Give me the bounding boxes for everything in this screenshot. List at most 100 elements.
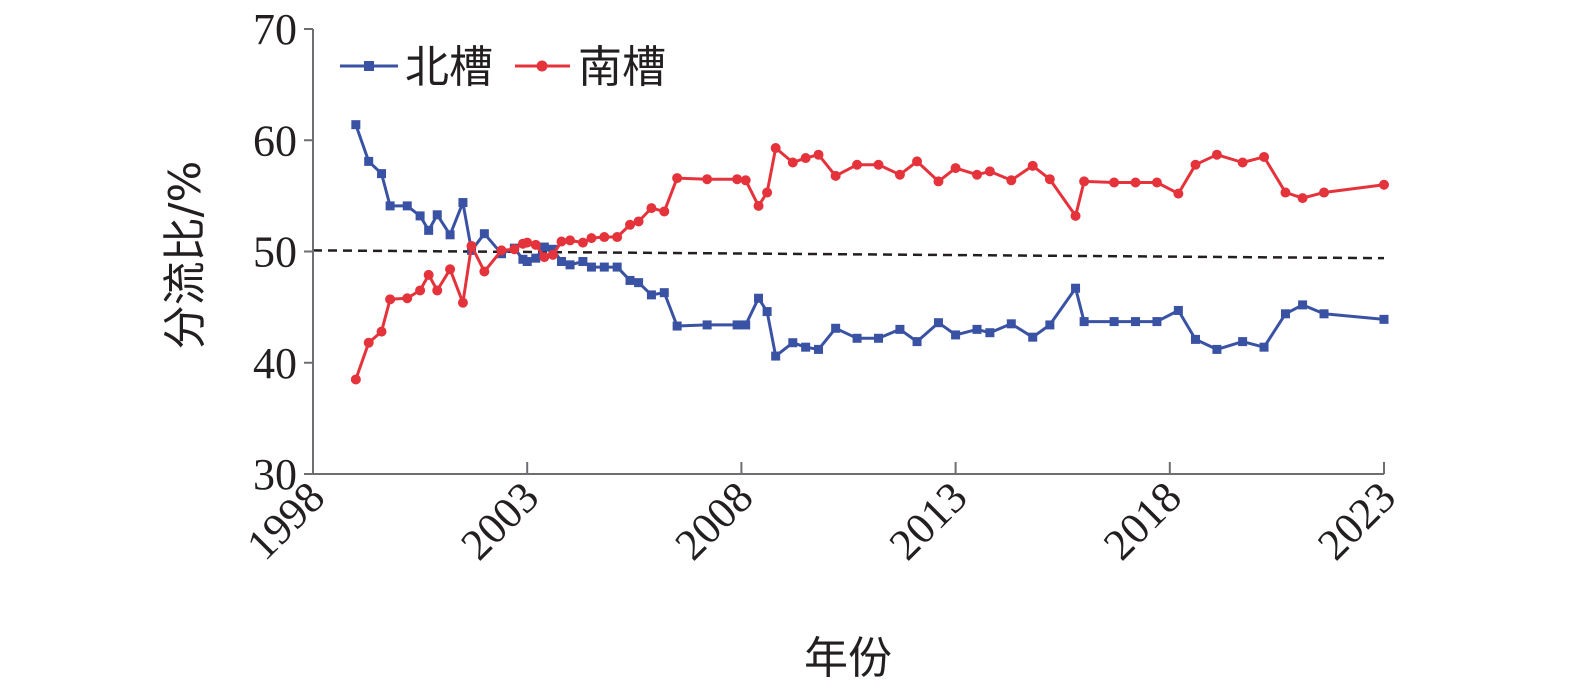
data-point-north xyxy=(1298,300,1308,310)
data-point-south xyxy=(1190,159,1201,170)
x-tick-label: 1998 xyxy=(237,472,334,569)
y-tick-label: 50 xyxy=(253,228,297,277)
data-point-south xyxy=(1070,210,1081,221)
data-point-north xyxy=(771,351,781,361)
data-point-south xyxy=(612,232,623,243)
data-point-north xyxy=(895,324,905,334)
data-point-south xyxy=(445,264,456,275)
data-point-north xyxy=(479,229,489,239)
data-point-north xyxy=(659,288,669,298)
data-point-south xyxy=(984,166,995,177)
data-point-south xyxy=(770,143,781,154)
legend-label-north: 北槽 xyxy=(405,42,493,93)
y-tick-label: 70 xyxy=(253,5,297,54)
data-point-north xyxy=(1028,332,1038,342)
data-point-north xyxy=(415,211,425,221)
data-point-south xyxy=(350,374,361,385)
data-point-north xyxy=(788,338,798,348)
data-point-south xyxy=(702,174,713,185)
data-point-south xyxy=(556,236,567,247)
data-point-south xyxy=(1297,193,1308,204)
legend-item-south: 南槽 xyxy=(515,42,666,93)
data-point-north xyxy=(646,290,656,300)
data-point-south xyxy=(1006,175,1017,186)
data-point-north xyxy=(548,244,558,254)
data-point-south xyxy=(972,169,983,180)
data-point-north xyxy=(612,262,622,272)
data-point-north xyxy=(801,342,811,352)
data-point-north xyxy=(951,330,961,340)
data-point-south xyxy=(625,219,636,230)
data-point-south xyxy=(577,237,588,248)
data-point-north xyxy=(1045,320,1055,330)
data-point-north xyxy=(578,257,588,267)
data-point-north xyxy=(831,323,841,333)
data-point-south xyxy=(646,203,657,214)
data-point-north xyxy=(1006,319,1016,329)
reference-line-50 xyxy=(312,249,1385,260)
data-point-south xyxy=(565,235,576,246)
x-tick-label: 2008 xyxy=(666,472,763,569)
data-point-south xyxy=(633,216,644,227)
data-point-north xyxy=(351,120,361,130)
y-tick-label: 60 xyxy=(253,116,297,165)
data-point-north xyxy=(672,321,682,331)
data-point-south xyxy=(894,169,905,180)
x-tick-label: 2013 xyxy=(880,472,977,569)
y-tick-label: 30 xyxy=(253,450,297,499)
data-point-south xyxy=(1027,160,1038,171)
data-point-south xyxy=(363,337,374,348)
data-point-south xyxy=(1237,157,1248,168)
data-point-north xyxy=(814,344,824,354)
axes xyxy=(304,28,1385,475)
data-point-north xyxy=(732,320,742,330)
y-tick-label: 40 xyxy=(253,339,297,388)
data-point-south xyxy=(385,294,396,305)
data-point-north xyxy=(754,293,764,303)
data-point-north xyxy=(933,318,943,328)
legend-label-south: 南槽 xyxy=(578,42,666,93)
data-point-south xyxy=(432,285,443,296)
data-point-south xyxy=(672,173,683,184)
data-point-south xyxy=(415,285,426,296)
data-point-north xyxy=(385,201,395,211)
data-point-north xyxy=(424,225,434,235)
data-point-north xyxy=(1079,317,1089,327)
data-point-north xyxy=(1379,314,1389,324)
legend: 北槽 南槽 xyxy=(340,42,666,93)
data-point-south xyxy=(402,293,413,304)
data-point-north xyxy=(762,307,772,317)
legend-marker-south xyxy=(536,60,548,72)
data-point-south xyxy=(479,266,490,277)
data-point-north xyxy=(539,242,549,252)
data-point-south xyxy=(1280,187,1291,198)
data-point-south xyxy=(933,176,944,187)
data-point-north xyxy=(556,257,566,267)
data-point-south xyxy=(496,245,507,256)
reference-layer xyxy=(312,249,1385,260)
data-point-north xyxy=(1173,305,1183,315)
data-point-south xyxy=(753,200,764,211)
data-point-north xyxy=(1280,309,1290,319)
data-point-south xyxy=(522,237,533,248)
data-point-north xyxy=(985,328,995,338)
data-point-north xyxy=(972,324,982,334)
data-point-south xyxy=(1079,176,1090,187)
y-axis-title: 分流比/% xyxy=(160,161,211,350)
data-point-north xyxy=(1152,317,1162,327)
data-point-north xyxy=(1131,317,1141,327)
data-point-south xyxy=(1151,177,1162,188)
data-point-north xyxy=(432,210,442,220)
data-point-south xyxy=(659,206,670,217)
data-point-north xyxy=(445,230,455,240)
data-point-north xyxy=(458,198,468,208)
data-point-south xyxy=(539,252,550,263)
data-point-south xyxy=(1109,177,1120,188)
data-point-north xyxy=(565,260,575,270)
data-point-south xyxy=(547,249,558,260)
data-point-north xyxy=(634,278,644,288)
data-point-north xyxy=(1212,344,1222,354)
data-point-north xyxy=(599,262,609,272)
data-point-north xyxy=(912,337,922,347)
